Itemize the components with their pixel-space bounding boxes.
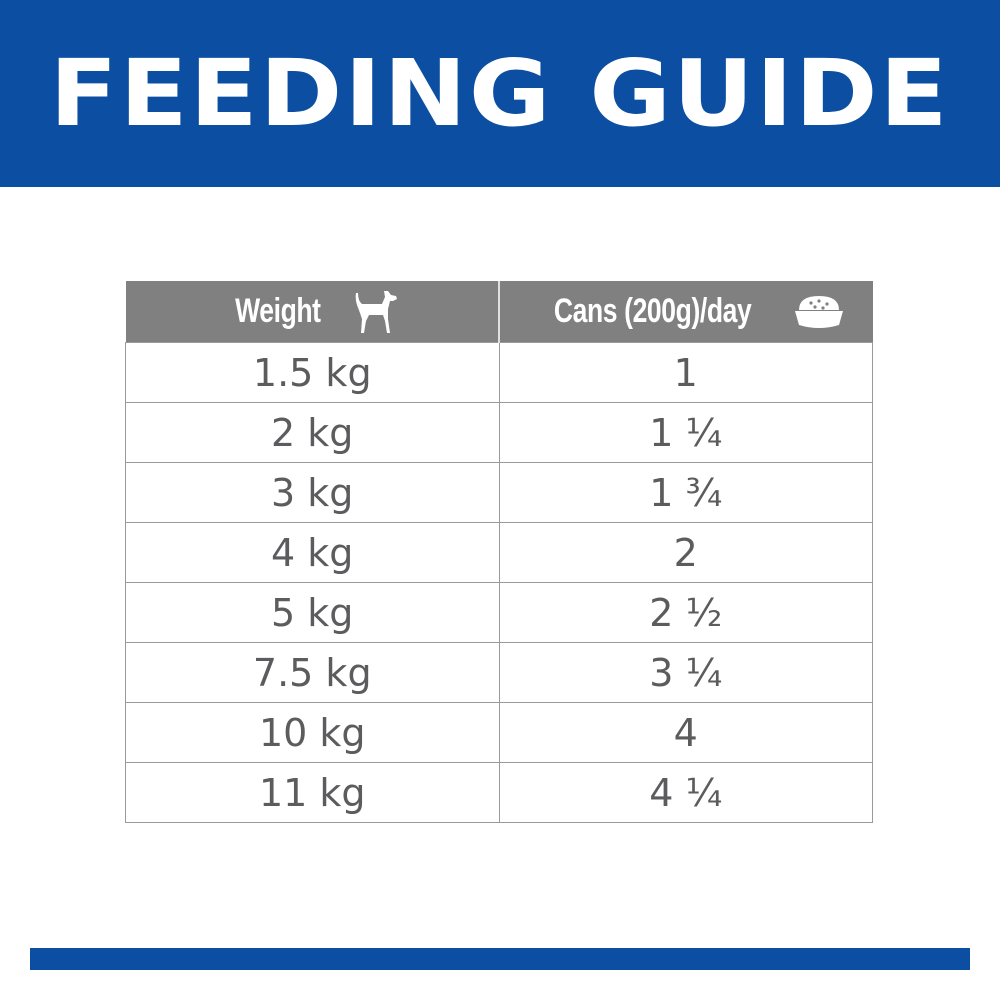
table-row: 1.5 kg 1 xyxy=(125,342,873,403)
weight-header-label: Weight xyxy=(235,292,321,330)
weight-cell: 3 kg xyxy=(125,462,500,523)
dog-icon xyxy=(355,290,398,333)
cans-cell: 2 xyxy=(498,522,873,583)
title-banner: FEEDING GUIDE xyxy=(0,0,1000,187)
cans-cell: 2 ½ xyxy=(498,582,873,643)
weight-cell: 10 kg xyxy=(125,702,500,763)
bottom-bar xyxy=(30,948,970,970)
weight-header: Weight xyxy=(125,281,500,343)
table-row: 4 kg 2 xyxy=(125,522,873,583)
table-row: 3 kg 1 ¾ xyxy=(125,462,873,523)
page-title: FEEDING GUIDE xyxy=(49,40,951,147)
table-row: 7.5 kg 3 ¼ xyxy=(125,642,873,703)
table-row: 10 kg 4 xyxy=(125,702,873,763)
cans-header: Cans (200g)/day xyxy=(499,281,873,343)
weight-cell: 7.5 kg xyxy=(125,642,500,703)
cans-header-label: Cans (200g)/day xyxy=(553,292,752,330)
weight-cell: 2 kg xyxy=(125,402,500,463)
food-bowl-icon xyxy=(794,295,843,328)
cans-cell: 1 xyxy=(498,342,873,403)
weight-cell: 4 kg xyxy=(125,522,500,583)
weight-cell: 11 kg xyxy=(125,762,500,823)
table-row: 5 kg 2 ½ xyxy=(125,582,873,643)
table-row: 11 kg 4 ¼ xyxy=(125,762,873,823)
table-row: 2 kg 1 ¼ xyxy=(125,402,873,463)
table-header-row: Weight Cans (200g)/day xyxy=(125,281,873,343)
cans-cell: 4 ¼ xyxy=(498,762,873,823)
weight-cell: 1.5 kg xyxy=(125,342,500,403)
cans-cell: 4 xyxy=(498,702,873,763)
cans-cell: 1 ¾ xyxy=(498,462,873,523)
cans-cell: 3 ¼ xyxy=(498,642,873,703)
weight-cell: 5 kg xyxy=(125,582,500,643)
cans-cell: 1 ¼ xyxy=(498,402,873,463)
